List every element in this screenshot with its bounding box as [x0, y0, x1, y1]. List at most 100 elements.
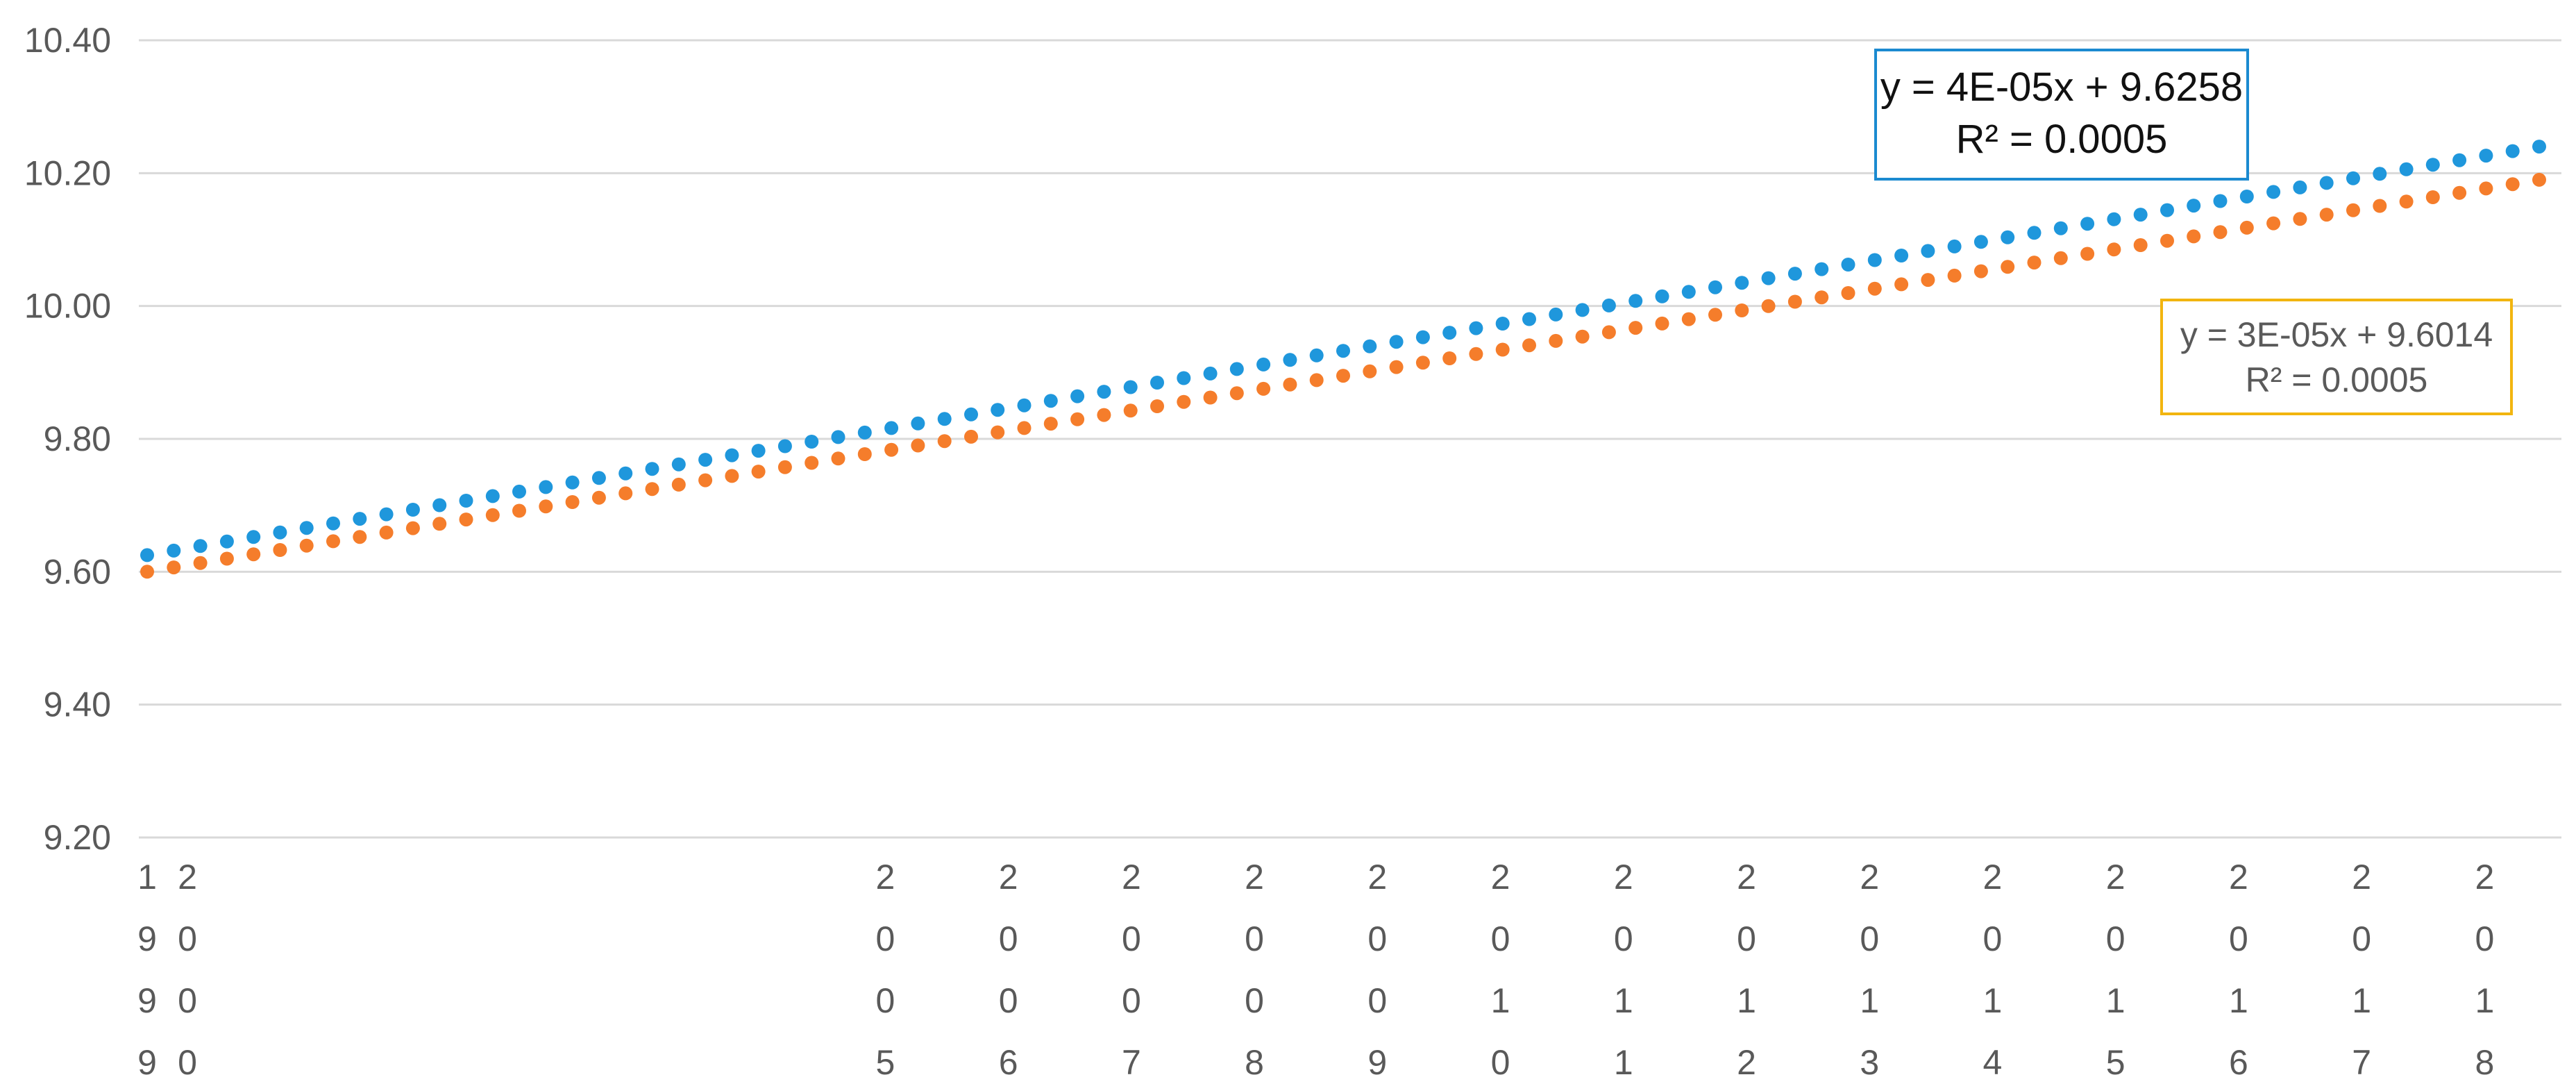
data-point: [299, 538, 314, 553]
data-point: [219, 551, 234, 566]
data-point: [1177, 371, 1191, 385]
data-point: [1841, 286, 1855, 300]
data-point: [645, 482, 659, 497]
data-point: [1841, 258, 1855, 272]
data-point: [937, 434, 952, 449]
data-point: [1522, 338, 1536, 353]
data-point: [725, 448, 739, 462]
data-point: [1150, 376, 1164, 390]
data-point: [485, 489, 500, 503]
data-point: [1017, 421, 1032, 435]
data-point: [273, 543, 287, 557]
data-point: [1575, 303, 1590, 317]
data-point: [1628, 321, 1643, 335]
data-point: [1469, 347, 1483, 361]
data-point: [2399, 194, 2414, 209]
data-point: [193, 556, 208, 570]
data-point: [2187, 229, 2201, 244]
data-point: [2505, 144, 2520, 158]
data-point: [698, 453, 713, 467]
data-point: [2027, 256, 2042, 270]
data-point: [140, 565, 154, 579]
data-point: [246, 530, 261, 544]
data-point: [591, 490, 606, 505]
data-point: [2479, 181, 2493, 196]
trendline-r2-orange: R² = 0.0005: [2245, 360, 2428, 399]
data-point: [1973, 235, 1988, 249]
x-axis-labels: 1 9 9 9 2 0 0 0 2 0 0 5 2 0 0 6 2 0 0 7 2 0 0 8 2 0 0 9 2 0 1 0 2 0 1 1 2 0 1 2…: [137, 858, 2494, 1082]
data-point: [1787, 267, 1802, 281]
trendline-equation-orange: y = 3E-05x + 9.6014: [2180, 315, 2493, 354]
data-point: [1336, 344, 1350, 358]
data-point: [326, 534, 340, 549]
data-point: [2532, 140, 2546, 154]
gridlines: [139, 39, 2561, 839]
trendline-label-orange: y = 3E-05x + 9.6014 R² = 0.0005: [2160, 299, 2513, 415]
data-point: [2373, 199, 2387, 213]
data-point: [1043, 417, 1058, 431]
data-point: [2239, 220, 2254, 235]
data-point: [1601, 298, 1616, 312]
data-point: [1363, 364, 1377, 378]
data-point: [565, 495, 580, 509]
data-point: [1522, 312, 1536, 326]
data-point: [1867, 281, 1882, 296]
data-point: [1894, 277, 1909, 292]
data-point: [2532, 172, 2546, 187]
data-point: [857, 447, 872, 461]
trendline-equation-blue: y = 4E-05x + 9.6258: [1880, 65, 2244, 110]
data-point: [2080, 217, 2095, 231]
y-tick-label: 10.40: [24, 21, 111, 60]
data-point: [2399, 162, 2414, 176]
data-point: [1203, 390, 1218, 405]
data-point: [1495, 342, 1510, 357]
data-point: [2425, 158, 2440, 172]
y-tick-label: 10.00: [24, 287, 111, 326]
data-point: [2452, 185, 2467, 200]
data-point: [991, 403, 1005, 417]
data-point: [1097, 408, 1111, 422]
data-point: [512, 484, 526, 499]
data-point: [379, 507, 394, 522]
data-point: [751, 465, 766, 479]
data-point: [1123, 403, 1138, 418]
data-point: [1256, 357, 1271, 372]
data-point: [964, 407, 978, 422]
data-point: [1549, 307, 1563, 322]
data-point: [805, 456, 819, 470]
data-point: [379, 525, 394, 540]
data-point: [2001, 260, 2015, 274]
data-point: [1549, 333, 1563, 348]
data-point: [591, 471, 606, 485]
data-point: [1655, 289, 1669, 303]
data-point: [1043, 394, 1058, 408]
data-point: [1389, 335, 1404, 349]
data-point: [2373, 167, 2387, 181]
data-point: [2160, 203, 2174, 217]
data-point: [405, 521, 420, 535]
y-tick-label: 9.40: [44, 685, 111, 724]
data-point: [326, 516, 340, 531]
data-point: [1070, 412, 1085, 426]
data-point: [459, 494, 473, 508]
data-point: [2239, 190, 2254, 203]
data-point: [777, 460, 792, 474]
trendline-r2-blue: R² = 0.0005: [1955, 117, 2168, 162]
data-point: [1947, 239, 1962, 253]
data-point: [459, 512, 473, 527]
data-point: [2187, 199, 2201, 213]
data-point: [884, 421, 899, 435]
data-point: [1787, 294, 1802, 309]
data-point: [1921, 244, 1935, 258]
data-point: [1123, 380, 1138, 394]
data-point: [2213, 225, 2228, 240]
